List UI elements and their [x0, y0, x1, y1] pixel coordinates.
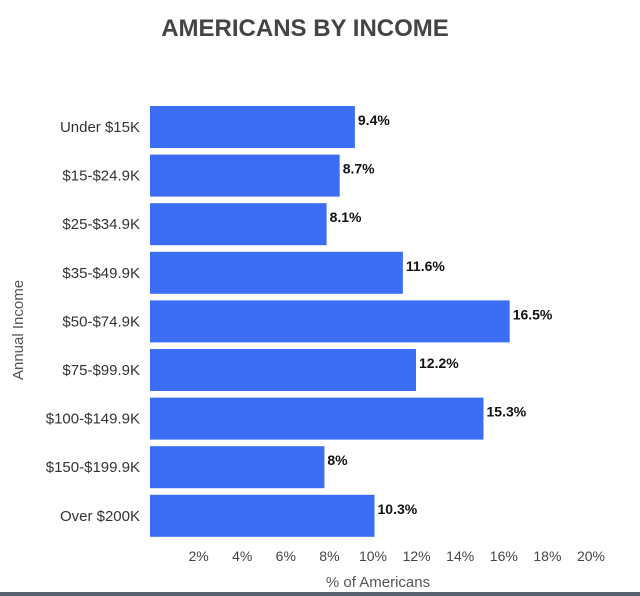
x-tick-label: 8% [319, 548, 339, 564]
value-label: 8.1% [330, 209, 362, 225]
value-label: 9.4% [358, 112, 390, 128]
category-label: $50-$74.9K [62, 313, 140, 330]
x-tick-label: 4% [232, 548, 252, 564]
bar [150, 397, 484, 440]
category-label: Under $15K [60, 119, 140, 136]
x-tick-label: 6% [276, 548, 296, 564]
x-tick-labels-group: 2% 4% 6% 8% 10% 12% 14% 16% 18% 20% [188, 548, 605, 564]
category-label: Over $200K [60, 508, 140, 525]
bar [150, 349, 416, 391]
category-label: $15-$24.9K [62, 168, 140, 185]
x-axis-title: % of Americans [326, 574, 430, 591]
bar [150, 251, 403, 294]
value-label: 8.7% [343, 161, 375, 177]
value-label: 8% [327, 452, 348, 468]
category-label: $75-$99.9K [62, 362, 140, 379]
category-label: $100-$149.9K [46, 411, 140, 428]
bar [150, 446, 325, 489]
value-label: 11.6% [406, 258, 445, 274]
category-labels-group: Under $15K $15-$24.9K $25-$34.9K $35-$49.9K… [46, 119, 140, 525]
bars-group [150, 106, 510, 537]
y-axis-title: Annual Income [10, 280, 27, 380]
bottom-edge-strip [0, 592, 640, 596]
chart-title: AMERICANS BY INCOME [161, 15, 449, 42]
bar [150, 494, 375, 537]
x-tick-label: 16% [490, 548, 518, 564]
x-tick-label: 14% [446, 548, 474, 564]
bar [150, 106, 355, 148]
category-label: $25-$34.9K [62, 216, 140, 233]
value-label: 12.2% [419, 355, 459, 371]
category-label: $35-$49.9K [62, 265, 140, 282]
x-tick-label: 12% [403, 548, 431, 564]
bar [150, 203, 327, 246]
bar [150, 300, 510, 343]
x-tick-label: 2% [188, 548, 208, 564]
x-tick-label: 18% [533, 548, 561, 564]
value-label: 15.3% [487, 404, 527, 420]
value-label: 16.5% [513, 306, 553, 322]
value-labels-group: 9.4% 8.7% 8.1% 11.6% 16.5% 12.2% 15.3% 8% 10.3% [327, 112, 553, 517]
bar [150, 154, 340, 197]
x-tick-label: 10% [359, 548, 387, 564]
category-label: $150-$199.9K [46, 459, 140, 476]
x-tick-label: 20% [577, 548, 605, 564]
value-label: 10.3% [378, 501, 418, 517]
